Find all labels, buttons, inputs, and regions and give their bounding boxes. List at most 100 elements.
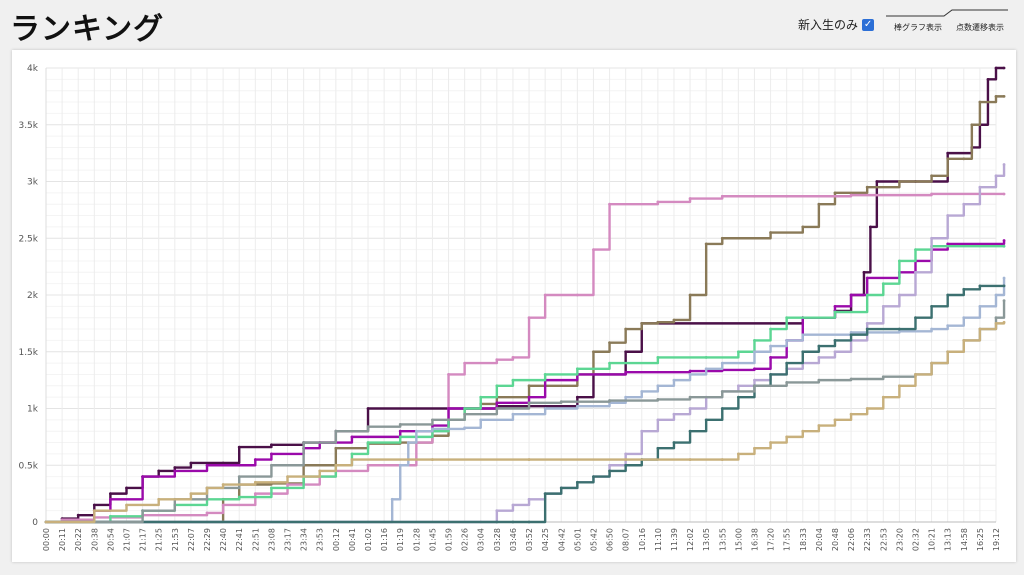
data-point xyxy=(785,380,789,384)
x-tick-label: 03:52 xyxy=(525,528,534,551)
data-point xyxy=(1002,284,1006,288)
x-tick-label: 21:53 xyxy=(171,528,180,551)
data-point xyxy=(624,395,628,399)
data-point xyxy=(431,427,434,431)
data-point xyxy=(994,66,998,70)
data-point xyxy=(962,316,966,320)
page-title: ランキング xyxy=(10,12,165,47)
data-point xyxy=(109,497,112,501)
score-transition-view-button[interactable]: 点数遷移表示 xyxy=(956,23,1004,32)
data-point xyxy=(720,390,724,393)
data-point xyxy=(994,321,998,325)
x-tick-label: 20:54 xyxy=(106,528,115,551)
data-point xyxy=(575,480,579,484)
data-point xyxy=(978,304,982,308)
newbie-only-checkbox[interactable]: ✓ xyxy=(862,18,875,31)
data-point xyxy=(833,350,837,354)
data-point xyxy=(881,304,885,308)
newbie-only-filter[interactable]: 新入生のみ ✓ xyxy=(798,16,875,33)
data-point xyxy=(109,514,112,518)
x-tick-label: 22:06 xyxy=(847,528,856,551)
x-tick-label: 17:55 xyxy=(783,528,792,551)
data-point xyxy=(736,350,740,354)
data-point xyxy=(801,350,805,354)
data-point xyxy=(801,225,805,229)
data-point xyxy=(463,426,467,430)
data-point xyxy=(414,429,418,433)
y-tick-label: 4k xyxy=(27,64,39,74)
data-point xyxy=(914,373,917,376)
data-point xyxy=(559,486,563,490)
data-point xyxy=(970,123,974,127)
data-point xyxy=(704,356,708,359)
data-point xyxy=(769,327,772,331)
x-tick-label: 19:12 xyxy=(992,528,1001,551)
data-point xyxy=(398,435,402,439)
data-point xyxy=(511,503,515,507)
data-point xyxy=(817,202,821,206)
data-point xyxy=(511,412,515,416)
data-point xyxy=(575,293,579,297)
data-point xyxy=(44,520,48,524)
data-point xyxy=(688,293,692,297)
data-point xyxy=(205,511,209,515)
data-point xyxy=(157,469,161,473)
data-point xyxy=(946,324,950,328)
data-point xyxy=(608,202,611,206)
data-point xyxy=(849,193,853,197)
data-point xyxy=(366,407,370,410)
data-point xyxy=(390,497,394,501)
data-point xyxy=(318,469,322,473)
data-point xyxy=(946,242,950,246)
data-point xyxy=(672,441,676,444)
data-point xyxy=(398,422,402,426)
data-point xyxy=(76,513,80,517)
data-point xyxy=(624,458,628,461)
data-point xyxy=(495,358,499,362)
data-point xyxy=(704,418,708,422)
data-point xyxy=(173,469,177,473)
data-point xyxy=(962,157,966,161)
data-point xyxy=(769,441,772,444)
data-point xyxy=(849,333,853,337)
data-point xyxy=(398,429,402,433)
data-point xyxy=(833,304,837,308)
data-point xyxy=(914,316,917,320)
data-point xyxy=(640,321,644,325)
series-6 xyxy=(44,276,1006,524)
data-point xyxy=(785,339,789,342)
data-point xyxy=(608,361,611,365)
x-tick-label: 16:25 xyxy=(976,528,985,551)
x-tick-label: 00:41 xyxy=(348,528,357,551)
x-tick-label: 22:53 xyxy=(879,528,888,551)
data-point xyxy=(608,469,611,473)
data-point xyxy=(463,361,467,365)
data-point xyxy=(833,310,837,314)
x-tick-label: 02:32 xyxy=(911,528,920,551)
data-point xyxy=(1002,192,1006,196)
data-point xyxy=(543,407,547,410)
data-point xyxy=(543,492,547,496)
x-tick-label: 21:25 xyxy=(155,528,164,551)
data-point xyxy=(221,461,225,465)
data-point xyxy=(431,458,434,461)
data-point xyxy=(125,486,128,490)
data-point xyxy=(688,197,692,200)
data-point xyxy=(1002,66,1006,70)
data-point xyxy=(688,395,692,399)
data-point xyxy=(897,180,901,183)
x-tick-label: 22:33 xyxy=(863,528,872,551)
view-mode-toggle[interactable]: 棒グラフ表示 点数遷移表示 xyxy=(882,8,1010,32)
data-point xyxy=(817,344,821,348)
data-point xyxy=(720,236,724,240)
data-point xyxy=(1002,320,1006,324)
series-line xyxy=(46,244,1005,524)
y-tick-label: 2k xyxy=(27,291,39,301)
data-point xyxy=(833,339,837,342)
bar-graph-view-button[interactable]: 棒グラフ表示 xyxy=(894,23,942,32)
data-point xyxy=(704,242,708,246)
x-tick-label: 22:51 xyxy=(251,528,260,551)
data-point xyxy=(479,418,483,422)
x-tick-label: 22:41 xyxy=(235,528,244,551)
data-point xyxy=(833,191,837,195)
